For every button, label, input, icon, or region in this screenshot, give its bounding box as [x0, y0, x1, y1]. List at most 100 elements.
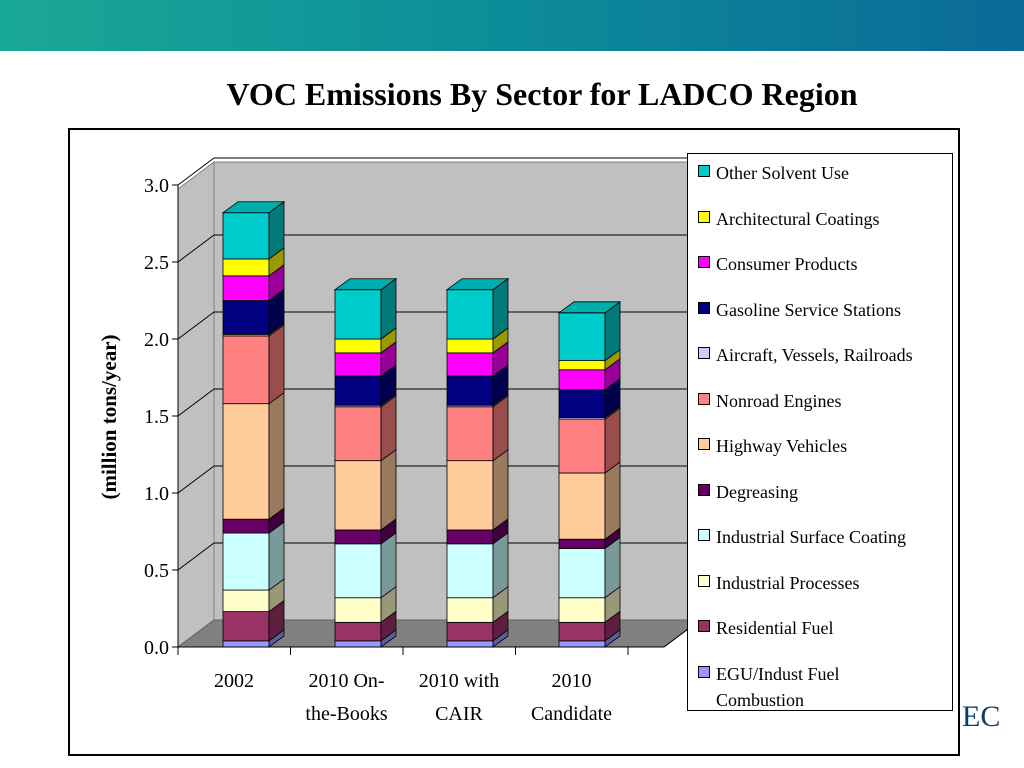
legend-label: Architectural Coatings: [716, 208, 880, 229]
bar-segment: [334, 460, 382, 531]
legend-swatch: [698, 301, 710, 314]
bar-segment-side: [604, 461, 621, 540]
legend-swatch: [698, 483, 710, 496]
y-tick-label: 2.5: [144, 252, 169, 274]
y-tick-label: 1.0: [144, 483, 169, 505]
y-axis-title: (million tons/year): [97, 334, 121, 499]
header-band: [0, 0, 1024, 51]
legend-label: Degreasing: [716, 481, 798, 502]
x-tick-label: CAIR: [435, 703, 483, 725]
bar-segment: [446, 352, 494, 377]
gridline-side: [177, 542, 215, 571]
legend-label: Industrial Surface Coating: [716, 527, 906, 547]
legend-label: Residential Fuel: [716, 618, 834, 638]
bar-segment: [334, 529, 382, 545]
legend-swatch: [698, 529, 710, 541]
bar-segment: [558, 597, 606, 623]
bar-segment: [222, 640, 270, 648]
bar-segment: [558, 360, 606, 371]
x-tick-label: the-Books: [305, 703, 387, 725]
bar-segment: [446, 640, 494, 648]
bar-segment: [334, 640, 382, 648]
bar-segment: [334, 352, 382, 377]
bar-segment: [222, 589, 270, 612]
legend-swatch: [698, 347, 710, 359]
bar-segment-side: [268, 521, 285, 591]
legend-swatch: [698, 438, 710, 450]
bar-segment-top: [333, 278, 398, 291]
bar-segment-top: [221, 201, 286, 214]
bar-segment: [558, 640, 606, 648]
y-tick-label: 0.5: [144, 560, 169, 582]
legend-swatch: [698, 165, 710, 177]
bar-segment-side: [492, 448, 509, 531]
bar-segment: [446, 543, 494, 599]
legend-label: Nonroad Engines: [716, 390, 842, 411]
chart-legend: Other Solvent Use Architectural Coatings C…: [687, 153, 953, 711]
bar-segment-top: [445, 278, 510, 291]
gridline-side: [177, 465, 215, 494]
bar-segment: [446, 338, 494, 354]
bar-segment: [334, 543, 382, 599]
bar-segment: [558, 418, 606, 474]
bar-segment: [446, 460, 494, 531]
page-title: VOC Emissions By Sector for LADCO Region: [226, 76, 858, 112]
legend-swatch: [698, 574, 710, 587]
x-tick-label: 2010 with: [419, 670, 500, 692]
bar-segment: [446, 289, 494, 340]
legend-swatch: [698, 392, 710, 405]
bar-segment: [222, 335, 270, 405]
bar-segment: [446, 406, 494, 462]
bar-segment: [334, 621, 382, 642]
legend-swatch: [698, 256, 710, 268]
legend-label: Gasoline Service Stations: [716, 299, 901, 320]
bar-segment: [222, 532, 270, 591]
y-tick-label: 3.0: [144, 175, 169, 197]
corner-logo-fragment: EC: [962, 700, 1001, 733]
bar-segment-side: [268, 324, 285, 405]
bar-segment: [558, 389, 606, 418]
bar-segment: [222, 403, 270, 520]
x-tick-label: 2010 On-: [308, 670, 384, 692]
bar-segment: [446, 597, 494, 623]
bar-segment: [558, 548, 606, 599]
bar-segment: [334, 406, 382, 462]
legend-label: Industrial Processes: [716, 572, 860, 593]
bar-segment: [334, 338, 382, 354]
bar-segment-top: [557, 301, 622, 314]
bar-segment: [334, 597, 382, 623]
legend-label: Consumer Products: [716, 254, 858, 274]
bar-segment: [558, 472, 606, 540]
bar-segment: [222, 300, 270, 335]
gridline-side: [177, 311, 215, 340]
legend-label: Highway Vehicles: [716, 436, 848, 456]
bar-segment: [222, 518, 270, 534]
legend-label: Aircraft, Vessels, Railroads: [716, 345, 913, 365]
x-tick-label: 2010: [552, 670, 592, 692]
bar-segment: [446, 621, 494, 642]
legend-swatch: [698, 665, 710, 678]
legend-swatch: [698, 620, 710, 632]
bar-segment: [222, 611, 270, 642]
gridline-side: [177, 234, 215, 263]
bar-segment-side: [268, 391, 285, 520]
legend-label: EGU/Indust Fuel Combustion: [716, 663, 840, 710]
chart-side-wall: [177, 161, 215, 648]
y-tick-label: 1.5: [144, 406, 169, 428]
y-tick-label: 0.0: [144, 637, 169, 659]
bar-segment: [334, 375, 382, 406]
gridline-side: [177, 157, 215, 186]
bar-segment: [222, 275, 270, 301]
x-tick-label: Candidate: [531, 703, 612, 725]
bar-segment: [222, 212, 270, 260]
gridline-side: [177, 388, 215, 417]
bar-segment-side: [380, 448, 397, 531]
bar-segment: [222, 258, 270, 277]
bar-segment: [558, 621, 606, 642]
legend-swatch: [698, 210, 710, 223]
bar-segment: [446, 375, 494, 406]
bar-segment: [446, 529, 494, 545]
x-tick-label: 2002: [214, 670, 254, 692]
bar-segment: [558, 369, 606, 391]
legend-label: Other Solvent Use: [716, 163, 849, 183]
